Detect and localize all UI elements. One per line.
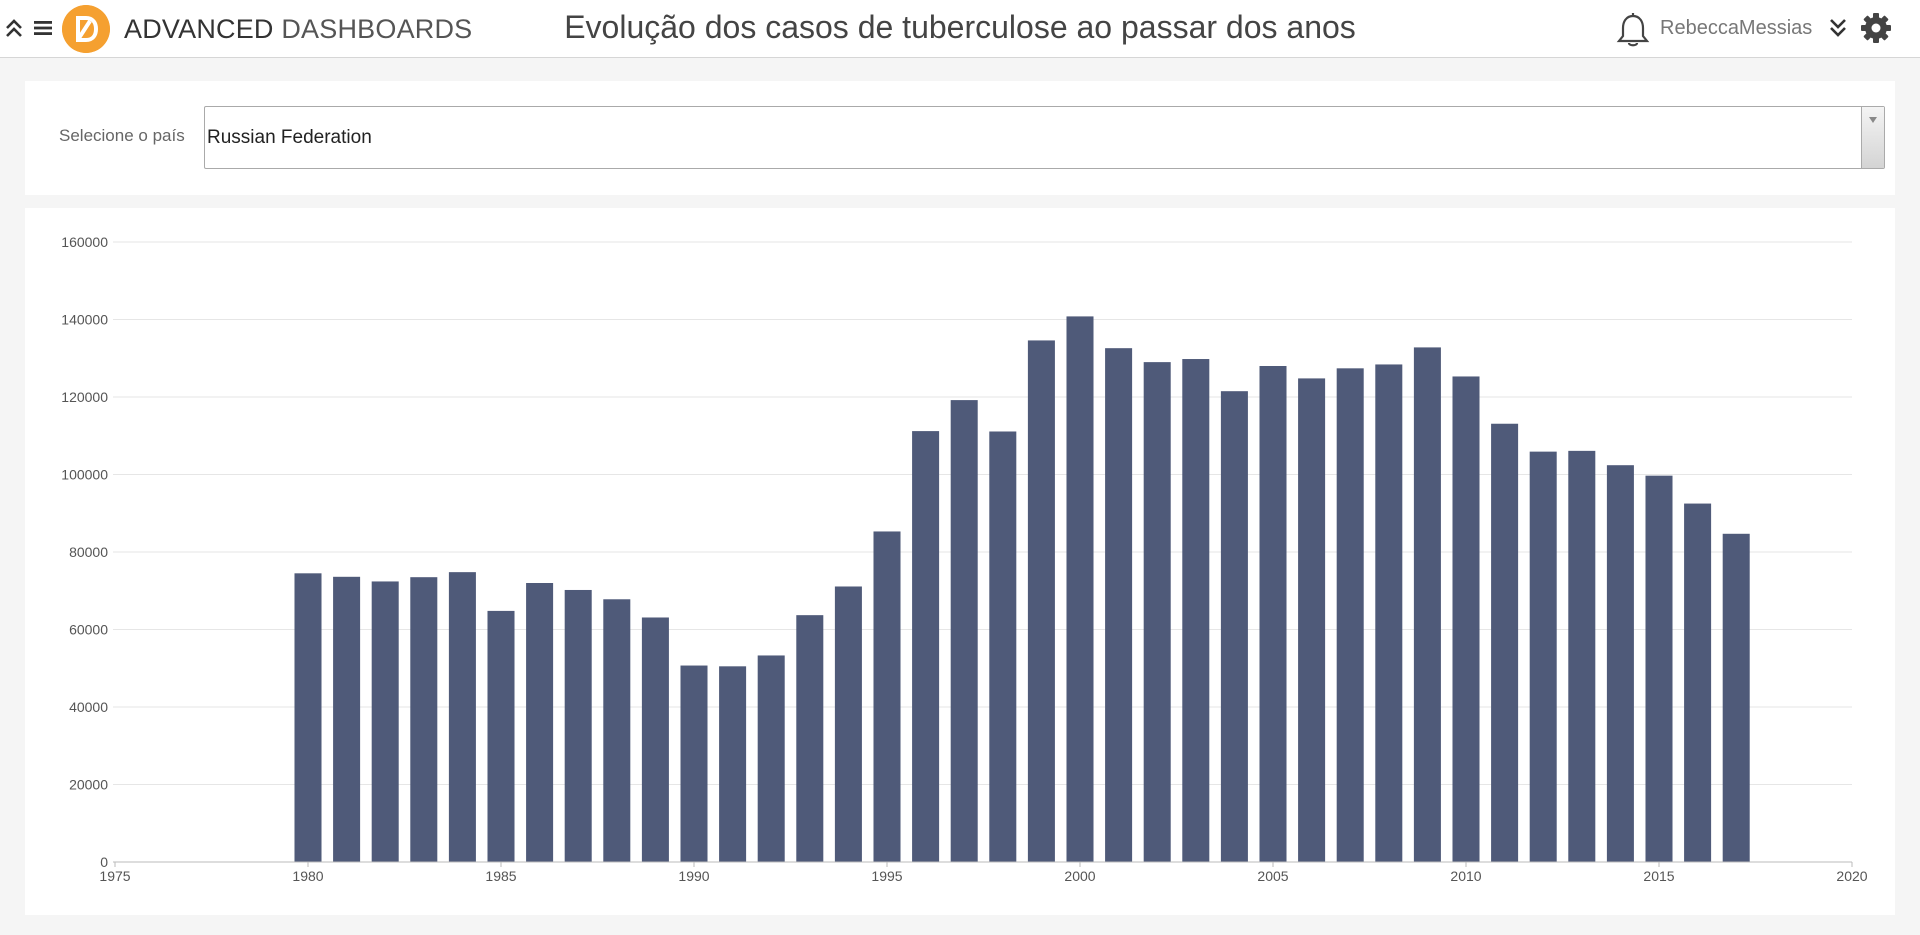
bar-2009[interactable]: 2009: 132800: [1413, 347, 1441, 862]
bar-1993[interactable]: 1993: 63700: [796, 615, 824, 862]
bar-2016[interactable]: 2016: 92500: [1684, 503, 1712, 862]
double-chevron-down-icon[interactable]: [1827, 16, 1849, 40]
bar-1994[interactable]: 1994: 71100: [834, 586, 862, 862]
bar-1981[interactable]: 1981: 73600: [333, 576, 361, 862]
bar-2005[interactable]: 2005: 128000: [1259, 366, 1287, 862]
x-tick-label: 1985: [485, 868, 516, 884]
bar-1995[interactable]: 1995: 85300: [873, 531, 901, 862]
bar-1997[interactable]: 1997: 119200: [950, 400, 978, 862]
y-tick-label: 160000: [61, 234, 108, 250]
y-tick-label: 60000: [69, 622, 108, 638]
country-select[interactable]: Russian Federation: [204, 106, 1885, 169]
bar-chart-svg: 1980: 74500 1981: 73600 1982: 72400 1983: 7…: [61, 234, 1867, 884]
x-tick-label: 1995: [871, 868, 902, 884]
bar-2007[interactable]: 2007: 127400: [1336, 368, 1364, 862]
caret-down-icon: [1869, 117, 1877, 123]
advanced-dashboards-logo[interactable]: [62, 5, 110, 53]
bar-1982[interactable]: 1982: 72400: [371, 581, 399, 862]
double-chevron-up-icon[interactable]: [3, 16, 25, 40]
hamburger-menu-icon[interactable]: [32, 17, 54, 39]
x-tick-label: 2015: [1643, 868, 1674, 884]
bar-1999[interactable]: 1999: 134600: [1027, 340, 1055, 862]
country-select-toggle[interactable]: [1861, 107, 1884, 168]
bar-1988[interactable]: 1988: 67800: [603, 599, 631, 862]
country-select-value: Russian Federation: [207, 127, 372, 148]
bar-2013[interactable]: 2013: 106100: [1568, 450, 1596, 862]
y-tick-label: 100000: [61, 467, 108, 483]
bar-2014[interactable]: 2014: 102400: [1606, 465, 1634, 862]
bar-2015[interactable]: 2015: 99700: [1645, 475, 1673, 862]
x-tick-label: 1980: [292, 868, 323, 884]
bar-1990[interactable]: 1990: 50700: [680, 665, 708, 862]
bar-1991[interactable]: 1991: 50500: [719, 666, 747, 862]
page-title: Evolução dos casos de tuberculose ao pas…: [564, 9, 1356, 45]
bar-1987[interactable]: 1987: 70200: [564, 589, 592, 862]
y-tick-label: 0: [100, 854, 108, 870]
x-tick-label: 2020: [1836, 868, 1867, 884]
bar-2003[interactable]: 2003: 129800: [1182, 359, 1210, 862]
x-tick-label: 1975: [99, 868, 130, 884]
gear-icon[interactable]: [1860, 12, 1892, 44]
top-navbar: ADVANCED DASHBOARDS Evolução dos casos d…: [0, 0, 1920, 58]
bar-1998[interactable]: 1998: 111100: [989, 431, 1017, 862]
y-tick-label: 140000: [61, 312, 108, 328]
y-tick-label: 40000: [69, 699, 108, 715]
bell-icon[interactable]: [1616, 12, 1650, 48]
bar-1983[interactable]: 1983: 73500: [410, 577, 438, 862]
bar-2002[interactable]: 2002: 129000: [1143, 362, 1171, 862]
bar-2012[interactable]: 2012: 105900: [1529, 451, 1557, 862]
bar-2004[interactable]: 2004: 121500: [1220, 391, 1248, 862]
x-tick-label: 1990: [678, 868, 709, 884]
y-tick-label: 20000: [69, 777, 108, 793]
country-filter-panel: Selecione o país Russian Federation: [25, 81, 1895, 195]
bar-1992[interactable]: 1992: 53300: [757, 655, 785, 862]
bar-2008[interactable]: 2008: 128400: [1375, 364, 1403, 862]
y-tick-label: 80000: [69, 544, 108, 560]
bar-2017[interactable]: 2017: 84700: [1722, 533, 1750, 862]
country-select-label: Selecione o país: [59, 126, 185, 145]
bar-1980[interactable]: 1980: 74500: [294, 573, 322, 862]
bar-1985[interactable]: 1985: 64800: [487, 610, 515, 862]
bar-1996[interactable]: 1996: 111200: [912, 431, 940, 862]
bar-1984[interactable]: 1984: 74800: [448, 572, 476, 862]
brand-name[interactable]: ADVANCED DASHBOARDS: [124, 14, 472, 45]
brand-bold: ADVANCED: [124, 14, 274, 44]
bar-2011[interactable]: 2011: 113100: [1491, 423, 1519, 862]
bar-2001[interactable]: 2001: 132600: [1105, 348, 1133, 862]
x-tick-label: 2005: [1257, 868, 1288, 884]
brand-light: DASHBOARDS: [281, 14, 473, 44]
user-name[interactable]: RebeccaMessias: [1660, 17, 1813, 39]
bar-1986[interactable]: 1986: 72000: [526, 583, 554, 862]
bar-2006[interactable]: 2006: 124800: [1298, 378, 1326, 862]
x-tick-label: 2010: [1450, 868, 1481, 884]
bar-2000[interactable]: 2000: 140800: [1066, 316, 1094, 862]
x-tick-label: 2000: [1064, 868, 1095, 884]
y-tick-label: 120000: [61, 389, 108, 405]
bar-2010[interactable]: 2010: 125300: [1452, 376, 1480, 862]
bar-1989[interactable]: 1989: 63100: [641, 617, 669, 862]
tuberculosis-cases-chart: 1980: 74500 1981: 73600 1982: 72400 1983: 7…: [25, 208, 1895, 915]
